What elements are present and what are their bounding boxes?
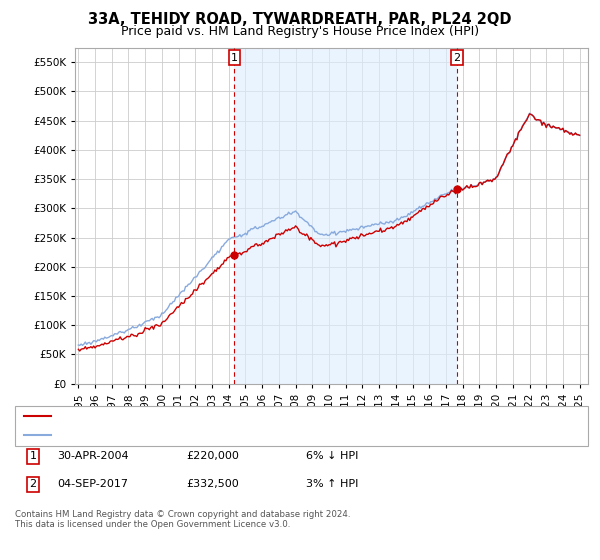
Text: 1: 1 (231, 53, 238, 63)
Text: 1: 1 (29, 451, 37, 461)
Text: 33A, TEHIDY ROAD, TYWARDREATH, PAR, PL24 2QD (detached house): 33A, TEHIDY ROAD, TYWARDREATH, PAR, PL24… (57, 411, 419, 421)
Text: 2: 2 (454, 53, 461, 63)
Text: 6% ↓ HPI: 6% ↓ HPI (306, 451, 358, 461)
Text: £220,000: £220,000 (186, 451, 239, 461)
Text: HPI: Average price, detached house, Cornwall: HPI: Average price, detached house, Corn… (57, 430, 295, 440)
Text: 33A, TEHIDY ROAD, TYWARDREATH, PAR, PL24 2QD: 33A, TEHIDY ROAD, TYWARDREATH, PAR, PL24… (88, 12, 512, 27)
Text: 2: 2 (29, 479, 37, 489)
Text: £332,500: £332,500 (186, 479, 239, 489)
Text: Price paid vs. HM Land Registry's House Price Index (HPI): Price paid vs. HM Land Registry's House … (121, 25, 479, 38)
Text: 04-SEP-2017: 04-SEP-2017 (57, 479, 128, 489)
Text: 3% ↑ HPI: 3% ↑ HPI (306, 479, 358, 489)
Text: 30-APR-2004: 30-APR-2004 (57, 451, 128, 461)
Bar (234, 48, 457, 384)
Text: Contains HM Land Registry data © Crown copyright and database right 2024.
This d: Contains HM Land Registry data © Crown c… (15, 510, 350, 529)
